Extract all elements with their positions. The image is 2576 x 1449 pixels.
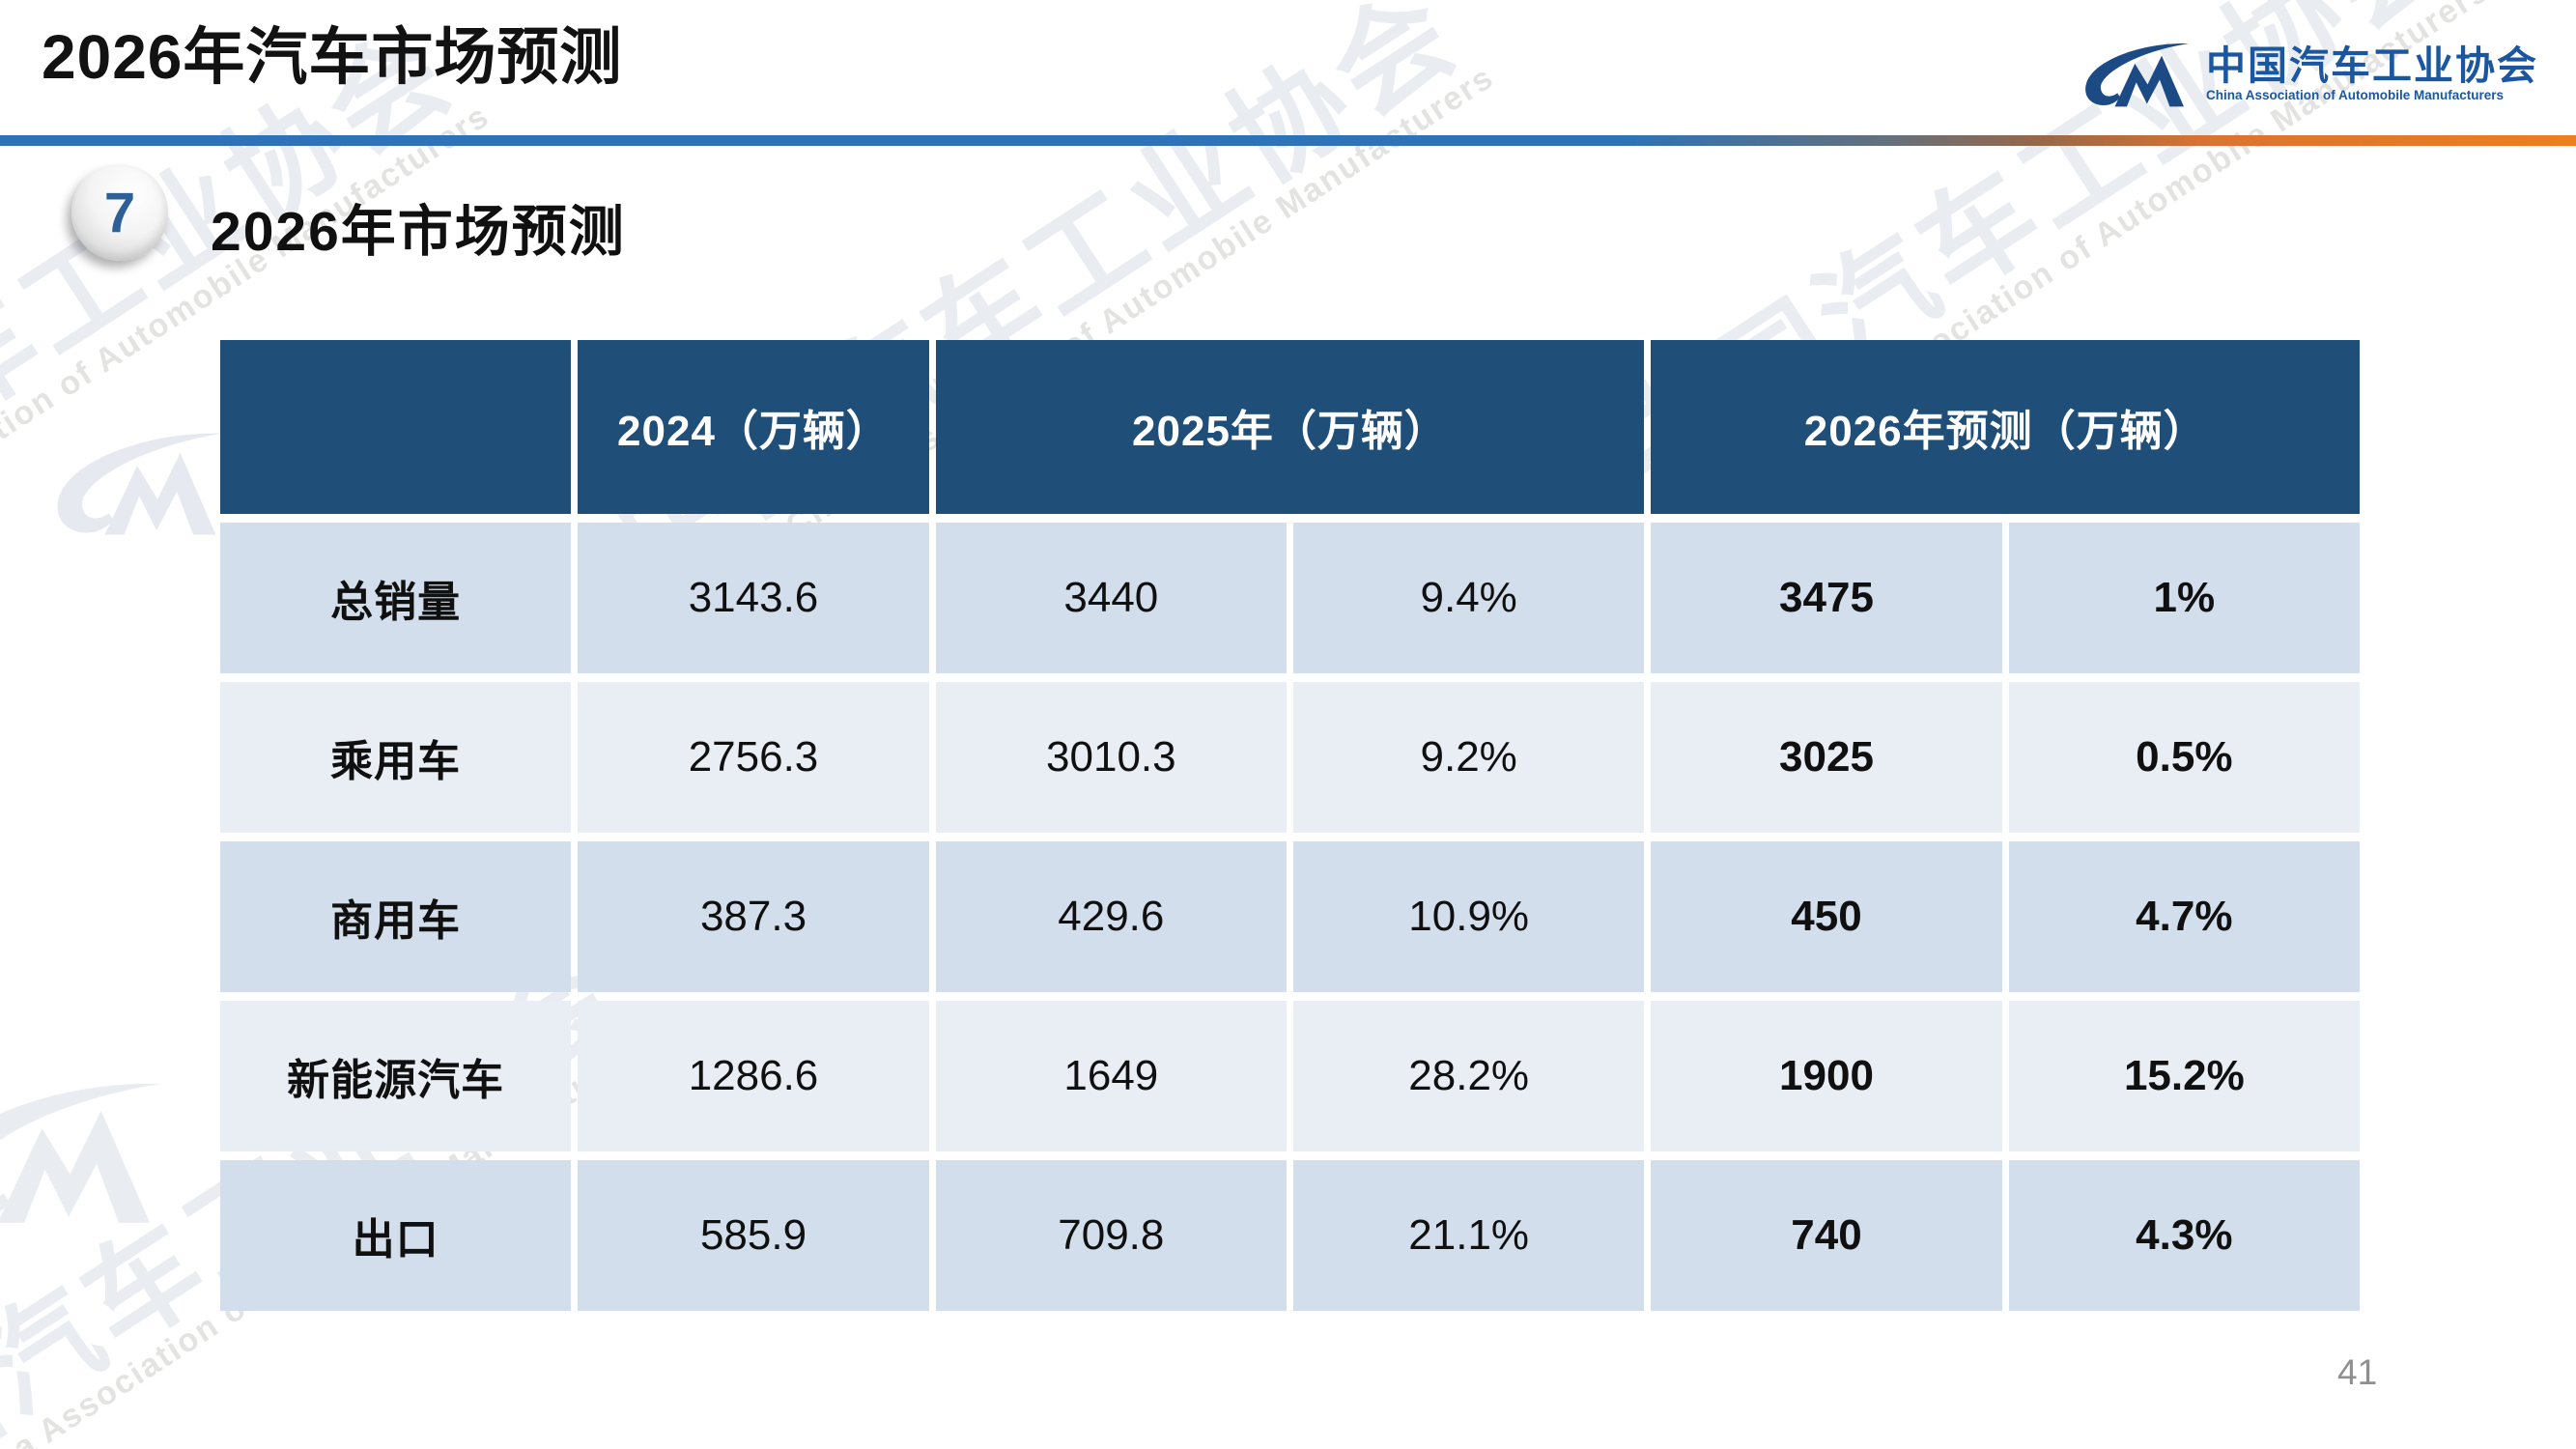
- table-row: 商用车 387.3 429.6 10.9% 450 4.7%: [220, 841, 2360, 992]
- page-number: 41: [2337, 1352, 2378, 1392]
- table-row: 总销量 3143.6 3440 9.4% 3475 1%: [220, 523, 2360, 673]
- caam-logo-text: 中国汽车工业协会 China Association of Automobile…: [2206, 43, 2538, 104]
- slide-title: 2026年汽车市场预测: [42, 22, 623, 92]
- header-cell-blank: [220, 340, 572, 514]
- value-2025: 3010.3: [935, 682, 1287, 833]
- growth-2025: 9.4%: [1293, 523, 1645, 673]
- value-2026: 450: [1651, 841, 2002, 992]
- row-label: 新能源汽车: [220, 1001, 572, 1151]
- value-2025: 1649: [935, 1001, 1287, 1151]
- header-cell-2025: 2025年（万辆）: [935, 340, 1645, 514]
- value-2026: 740: [1651, 1160, 2002, 1311]
- caam-logo-en: China Association of Automobile Manufact…: [2206, 87, 2505, 102]
- growth-2025: 28.2%: [1293, 1001, 1645, 1151]
- value-2024: 2756.3: [578, 682, 929, 833]
- growth-2026: 4.3%: [2008, 1160, 2360, 1311]
- growth-2026: 0.5%: [2008, 682, 2360, 833]
- table-row: 新能源汽车 1286.6 1649 28.2% 1900 15.2%: [220, 1001, 2360, 1151]
- value-2025: 429.6: [935, 841, 1287, 992]
- header-cell-2026-forecast: 2026年预测（万辆）: [1651, 340, 2360, 514]
- growth-2026: 1%: [2008, 523, 2360, 673]
- caam-monogram-watermark-icon: [57, 433, 224, 535]
- header-divider: [0, 135, 2576, 146]
- row-label: 总销量: [220, 523, 572, 673]
- value-2026: 1900: [1651, 1001, 2002, 1151]
- value-2026: 3025: [1651, 682, 2002, 833]
- forecast-table: 2024（万辆） 2025年（万辆） 2026年预测（万辆） 总销量 3143.…: [220, 340, 2360, 1311]
- table-row: 出口 585.9 709.8 21.1% 740 4.3%: [220, 1160, 2360, 1311]
- table-header-row: 2024（万辆） 2025年（万辆） 2026年预测（万辆）: [220, 340, 2360, 514]
- caam-logo-zh: 中国汽车工业协会: [2206, 43, 2538, 88]
- value-2024: 387.3: [578, 841, 929, 992]
- value-2025: 3440: [935, 523, 1287, 673]
- section-heading: 2026年市场预测: [211, 201, 626, 263]
- table-row: 乘用车 2756.3 3010.3 9.2% 3025 0.5%: [220, 682, 2360, 833]
- value-2024: 1286.6: [578, 1001, 929, 1151]
- growth-2025: 21.1%: [1293, 1160, 1645, 1311]
- growth-2026: 4.7%: [2008, 841, 2360, 992]
- caam-logo-mark-icon: [2085, 43, 2189, 107]
- value-2026: 3475: [1651, 523, 2002, 673]
- caam-logo: 中国汽车工业协会 China Association of Automobile…: [2079, 37, 2538, 112]
- row-label: 出口: [220, 1160, 572, 1311]
- value-2024: 3143.6: [578, 523, 929, 673]
- growth-2025: 9.2%: [1293, 682, 1645, 833]
- growth-2025: 10.9%: [1293, 841, 1645, 992]
- row-label: 乘用车: [220, 682, 572, 833]
- growth-2026: 15.2%: [2008, 1001, 2360, 1151]
- section-number: 7: [103, 181, 136, 244]
- section-number-badge: 7: [71, 164, 168, 261]
- header-cell-2024: 2024（万辆）: [578, 340, 929, 514]
- value-2025: 709.8: [935, 1160, 1287, 1311]
- row-label: 商用车: [220, 841, 572, 992]
- caam-monogram-watermark-icon: [0, 1084, 160, 1223]
- value-2024: 585.9: [578, 1160, 929, 1311]
